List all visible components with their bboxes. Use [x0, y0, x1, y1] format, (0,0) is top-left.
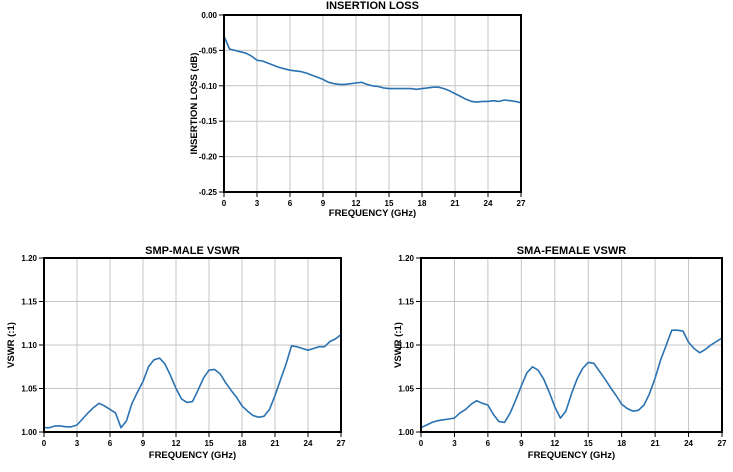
y-tick-label: 1.10 [21, 341, 37, 350]
series-line-smp-male-vswr [43, 333, 342, 429]
chart-title: INSERTION LOSS [326, 0, 419, 12]
x-tick-label: 24 [304, 439, 313, 448]
x-tick-label: 18 [617, 439, 626, 448]
y-tick-label: -0.20 [199, 153, 218, 162]
sma-female-vswr-chart: SMA-FEMALE VSWR VSWR (:1) 0 3 6 9 12 15 18 21 24… [385, 245, 733, 472]
x-tick-label: 3 [255, 199, 260, 208]
x-tick-label: 6 [108, 439, 113, 448]
x-tick-label: 21 [651, 439, 660, 448]
x-tick-label: 9 [141, 439, 146, 448]
x-tick-label: 15 [205, 439, 214, 448]
chart-title: SMP-MALE VSWR [145, 245, 240, 257]
y-tick-label: 1.15 [398, 298, 414, 307]
x-tick-label: 24 [684, 439, 693, 448]
y-tick-label: 1.00 [21, 428, 37, 437]
y-tick-label: 1.20 [21, 254, 37, 263]
x-tick-label: 9 [321, 199, 326, 208]
y-tick-label: 1.00 [398, 428, 414, 437]
insertion-loss-chart: INSERTION LOSS INSERTION LOSS (dB) 0 3 6 9 1… [185, 0, 561, 230]
x-tick-label: 18 [418, 199, 427, 208]
x-tick-label: 6 [486, 439, 491, 448]
x-tick-label: 27 [517, 199, 526, 208]
x-tick-label: 9 [519, 439, 524, 448]
x-axis-label: FREQUENCY (GHz) [527, 450, 616, 461]
x-tick-label: 21 [271, 439, 280, 448]
y-tick-label: -0.25 [199, 188, 218, 197]
x-tick-label: 0 [222, 199, 227, 208]
y-tick-label: 1.15 [21, 298, 37, 307]
x-tick-label: 3 [452, 439, 457, 448]
smp-male-vswr-plot: 0 3 6 9 12 15 18 21 24 27 1.00 1.05 1.10 1.15 1.20 [21, 254, 346, 448]
x-tick-label: 24 [484, 199, 493, 208]
x-tick-label: 27 [718, 439, 727, 448]
y-tick-label: 1.20 [398, 254, 414, 263]
x-axis-label: FREQUENCY (GHz) [328, 208, 417, 219]
x-tick-label: 0 [419, 439, 424, 448]
y-tick-label: 1.05 [398, 385, 414, 394]
y-tick-label: 0.00 [201, 11, 217, 20]
y-tick-label: -0.10 [199, 82, 218, 91]
x-tick-label: 21 [451, 199, 460, 208]
series-line-insertion-loss [223, 35, 522, 104]
plot-border [420, 257, 723, 433]
plot-border [43, 257, 342, 433]
x-tick-label: 12 [550, 439, 559, 448]
y-tick-label: -0.15 [199, 117, 218, 126]
smp-male-vswr-chart: SMP-MALE VSWR VSWR (:1) 0 3 6 9 12 15 18 21 24 27… [0, 245, 366, 472]
sma-female-vswr-plot: 0 3 6 9 12 15 18 21 24 27 1.00 1.05 1.10 1.15 1.20 [398, 254, 727, 448]
x-tick-label: 12 [352, 199, 361, 208]
x-tick-label: 12 [172, 439, 181, 448]
y-tick-label: 1.05 [21, 385, 37, 394]
x-tick-label: 0 [42, 439, 47, 448]
x-tick-label: 6 [288, 199, 293, 208]
insertion-loss-plot: 0 3 6 9 12 15 18 21 24 27 0.00 -0.05 -0.10 -0.15 -0.20… [199, 11, 526, 208]
x-tick-label: 27 [337, 439, 346, 448]
y-tick-label: 1.10 [398, 341, 414, 350]
plot-border [223, 14, 522, 193]
y-axis-label: VSWR (:1) [6, 322, 17, 368]
x-tick-label: 15 [385, 199, 394, 208]
x-axis-label: FREQUENCY (GHz) [148, 450, 237, 461]
y-axis-label: INSERTION LOSS (dB) [189, 52, 200, 155]
chart-title: SMA-FEMALE VSWR [516, 245, 627, 257]
x-tick-label: 15 [584, 439, 593, 448]
x-tick-label: 18 [238, 439, 247, 448]
series-line-sma-female-vswr [420, 329, 723, 429]
y-axis-label: VSWR (:1) [393, 322, 404, 368]
x-tick-label: 3 [75, 439, 80, 448]
y-tick-label: -0.05 [199, 46, 218, 55]
